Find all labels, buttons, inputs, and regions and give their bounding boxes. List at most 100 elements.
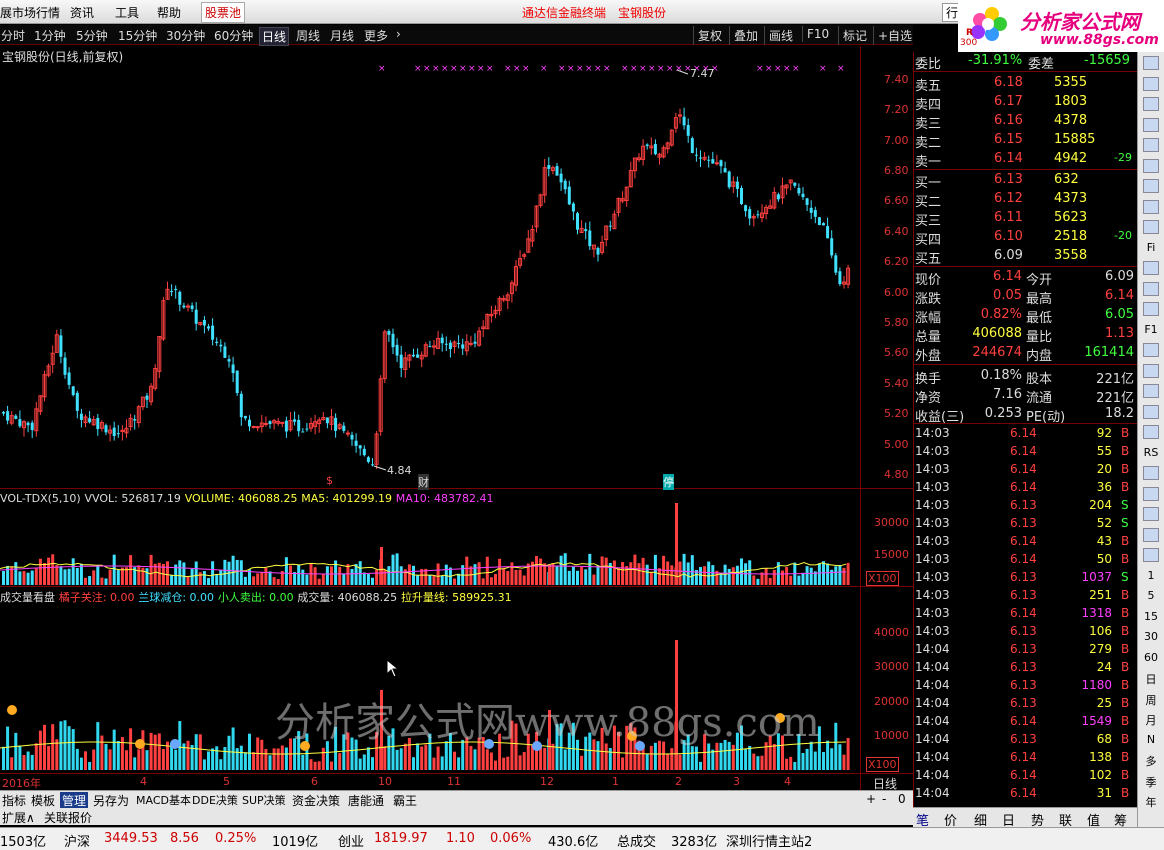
toolbar-button[interactable]: Fi bbox=[1146, 240, 1156, 254]
pane-divider-1[interactable] bbox=[0, 488, 913, 489]
bid-row[interactable]: 买二 6.12 4373 bbox=[914, 190, 1138, 210]
period-monthly[interactable]: 月线 bbox=[330, 29, 355, 43]
menu-help[interactable]: 帮助 bbox=[157, 6, 182, 20]
toolbar-icon[interactable] bbox=[1143, 507, 1159, 521]
period-daily[interactable]: 日线 bbox=[259, 27, 290, 46]
zoom-reset-button[interactable]: 0 bbox=[898, 792, 906, 806]
tab-trades[interactable]: 笔 bbox=[916, 814, 930, 829]
tab-link[interactable]: 联 bbox=[1059, 814, 1073, 829]
bid-row[interactable]: 买四 6.10 2518 -20 bbox=[914, 228, 1138, 248]
tool-overlay[interactable]: 叠加 bbox=[729, 26, 762, 45]
zoom-out-button[interactable]: - bbox=[882, 792, 887, 806]
toolbar-icon[interactable] bbox=[1143, 486, 1159, 501]
period-15min[interactable]: 15分钟 bbox=[118, 29, 158, 43]
expand-button[interactable]: 扩展∧ bbox=[2, 811, 35, 825]
status-hs-label[interactable]: 沪深 bbox=[64, 835, 91, 850]
toolbar-button[interactable]: RS bbox=[1143, 445, 1159, 459]
toolbar-icon[interactable] bbox=[1143, 363, 1159, 378]
tab-template[interactable]: 模板 bbox=[31, 794, 56, 808]
tool-mark[interactable]: 标记 bbox=[838, 26, 871, 45]
bid-row[interactable]: 买一 6.13 632 bbox=[914, 171, 1138, 191]
kline-chart[interactable]: × × × × × × × × × × × × × × × × × × × × × × × × × × × × × × × × × × × × × × bbox=[0, 46, 913, 790]
toolbar-icon[interactable] bbox=[1143, 281, 1159, 296]
tab-detail[interactable]: 细 bbox=[974, 814, 988, 829]
pane-divider-2[interactable] bbox=[0, 586, 913, 587]
ask-row[interactable]: 卖二 6.15 15885 bbox=[914, 131, 1138, 151]
period-weekly[interactable]: 周线 bbox=[296, 29, 321, 43]
toolbar-button[interactable]: 周 bbox=[1145, 693, 1157, 707]
toolbar-icon[interactable] bbox=[1143, 56, 1159, 70]
toolbar-icon[interactable] bbox=[1143, 302, 1159, 316]
toolbar-button[interactable]: 1 bbox=[1147, 568, 1155, 582]
zoom-in-button[interactable]: + bbox=[866, 792, 877, 806]
vol-indicator-title[interactable]: VOL-TDX(5,10) VVOL: 526817.19 VOLUME: 40… bbox=[0, 491, 494, 505]
period-1min[interactable]: 1分钟 bbox=[34, 29, 66, 43]
toolbar-icon[interactable] bbox=[1143, 466, 1159, 480]
ask-row[interactable]: 卖五 6.18 5355 bbox=[914, 74, 1138, 94]
tab-fund[interactable]: 资金决策 bbox=[292, 794, 341, 808]
toolbar-icon[interactable] bbox=[1143, 343, 1159, 357]
tab-day[interactable]: 日 bbox=[1002, 814, 1016, 829]
tab-indicator[interactable]: 指标 bbox=[2, 794, 27, 808]
chevron-right-icon[interactable]: › bbox=[396, 27, 401, 41]
toolbar-button[interactable]: 60 bbox=[1144, 650, 1158, 664]
toolbar-icon[interactable] bbox=[1143, 527, 1159, 542]
tab-trend[interactable]: 势 bbox=[1031, 814, 1045, 829]
ask-row[interactable]: 卖一 6.14 4942 -29 bbox=[914, 150, 1138, 170]
status-server[interactable]: 深圳行情主站2 bbox=[726, 835, 813, 850]
related-quote-button[interactable]: 关联报价 bbox=[44, 811, 93, 825]
menu-tools[interactable]: 工具 bbox=[115, 6, 140, 20]
ask-row[interactable]: 卖四 6.17 1803 bbox=[914, 93, 1138, 113]
tool-add-watch[interactable]: +自选 bbox=[873, 26, 916, 45]
toolbar-icon[interactable] bbox=[1143, 138, 1159, 152]
period-30min[interactable]: 30分钟 bbox=[166, 29, 206, 43]
custom-indicator-title[interactable]: 成交量看盘 橘子关注: 0.00 兰球减仓: 0.00 小人卖出: 0.00 成… bbox=[0, 589, 512, 605]
period-more[interactable]: 更多 bbox=[364, 29, 389, 43]
toolbar-button[interactable]: 日 bbox=[1145, 673, 1157, 686]
toolbar-icon[interactable] bbox=[1143, 261, 1159, 275]
toolbar-button[interactable]: N bbox=[1146, 732, 1156, 746]
toolbar-icon[interactable] bbox=[1143, 158, 1159, 173]
toolbar-icon[interactable] bbox=[1143, 404, 1159, 419]
toolbar-button[interactable]: 月 bbox=[1145, 714, 1157, 727]
tool-f10[interactable]: F10 bbox=[802, 26, 833, 42]
tab-value[interactable]: 值 bbox=[1087, 814, 1101, 829]
tab-manage[interactable]: 管理 bbox=[60, 792, 89, 809]
toolbar-icon[interactable] bbox=[1143, 384, 1159, 398]
toolbar-button[interactable]: F1 bbox=[1144, 322, 1158, 336]
bid-row[interactable]: 买三 6.11 5623 bbox=[914, 209, 1138, 229]
tab-save-as[interactable]: 另存为 bbox=[93, 794, 130, 808]
tab-bawang[interactable]: 霸王 bbox=[393, 794, 418, 808]
toolbar-icon[interactable] bbox=[1143, 179, 1159, 193]
toolbar-button[interactable]: 季 bbox=[1145, 775, 1157, 789]
event-marker[interactable]: 财 bbox=[418, 474, 429, 490]
period-fenshi[interactable]: 分时 bbox=[1, 29, 26, 43]
tab-macd[interactable]: MACD基本 bbox=[136, 794, 191, 807]
period-5min[interactable]: 5分钟 bbox=[76, 29, 108, 43]
event-marker[interactable]: 停 bbox=[663, 474, 674, 490]
tool-fuquan[interactable]: 复权 bbox=[693, 26, 726, 45]
toolbar-button[interactable]: 5 bbox=[1147, 589, 1155, 602]
ask-row[interactable]: 卖三 6.16 4378 bbox=[914, 112, 1138, 132]
toolbar-icon[interactable] bbox=[1143, 117, 1159, 132]
toolbar-button[interactable]: 多 bbox=[1145, 755, 1157, 768]
toolbar-button[interactable]: 年 bbox=[1145, 796, 1157, 809]
stock-pool-button[interactable]: 股票池 bbox=[201, 2, 246, 23]
menu-news[interactable]: 资讯 bbox=[70, 6, 95, 20]
toolbar-icon[interactable] bbox=[1143, 199, 1159, 214]
menu-market[interactable]: 展市场行情 bbox=[0, 6, 61, 20]
toolbar-button[interactable]: 30 bbox=[1144, 630, 1158, 643]
event-marker[interactable]: $ bbox=[326, 474, 333, 487]
toolbar-icon[interactable] bbox=[1143, 548, 1159, 562]
toolbar-icon[interactable] bbox=[1143, 220, 1159, 234]
tab-chips[interactable]: 筹 bbox=[1114, 814, 1128, 829]
tab-sup[interactable]: SUP决策 bbox=[242, 794, 286, 807]
toolbar-icon[interactable] bbox=[1143, 425, 1159, 439]
tab-tangnengtong[interactable]: 唐能通 bbox=[348, 794, 385, 808]
status-cy-label[interactable]: 创业 bbox=[338, 835, 365, 850]
toolbar-icon[interactable] bbox=[1143, 97, 1159, 111]
tool-draw[interactable]: 画线 bbox=[764, 26, 797, 45]
tab-dde[interactable]: DDE决策 bbox=[192, 794, 238, 807]
toolbar-button[interactable]: 15 bbox=[1144, 609, 1158, 623]
tab-price[interactable]: 价 bbox=[944, 814, 958, 829]
